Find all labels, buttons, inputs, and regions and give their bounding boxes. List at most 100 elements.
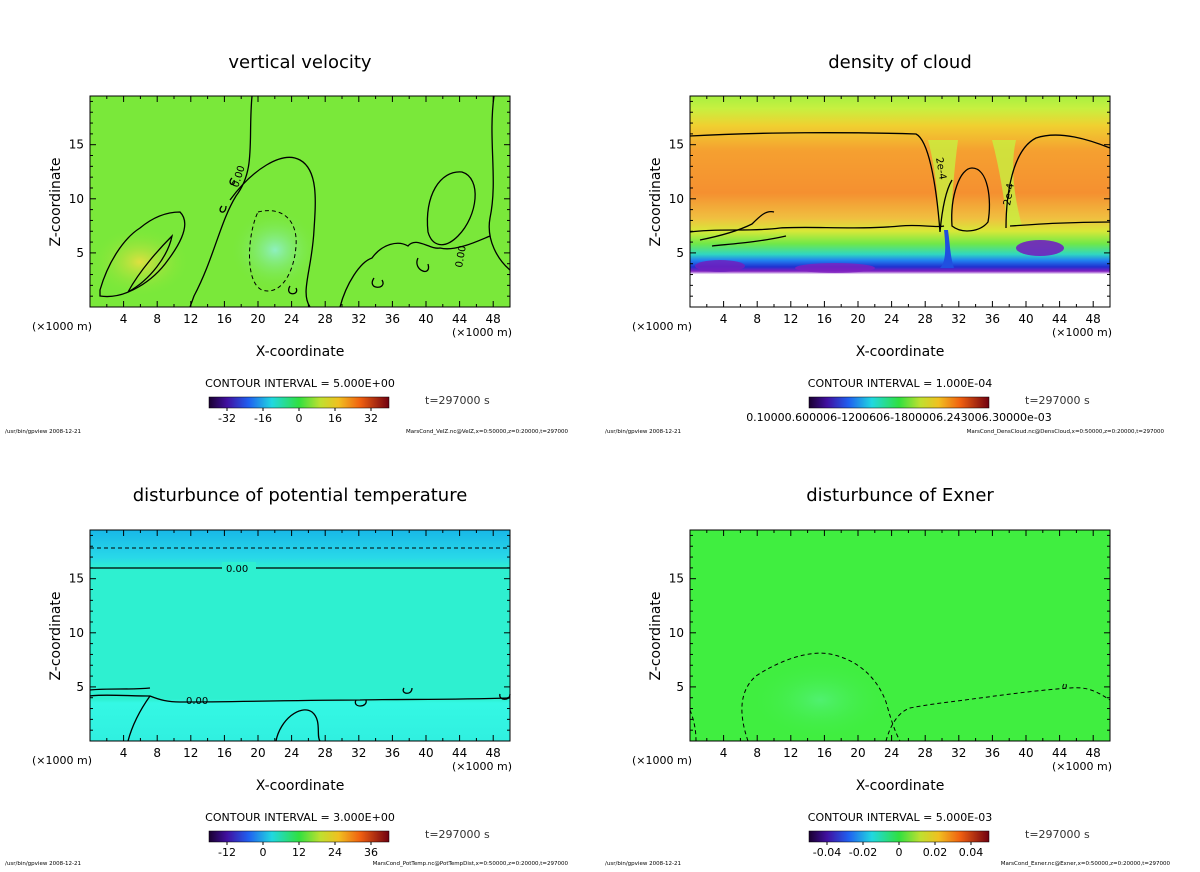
x-unit-right: (×1000 m): [452, 326, 512, 339]
contour-label: 0.00: [186, 696, 208, 707]
x-tick-label: 28: [318, 312, 333, 326]
x-axis-ticks: 4 8 12 16 20 24 28 32 36 40 44 48: [706, 530, 1101, 760]
plot-frame: [89, 95, 511, 308]
colorbar-tick-label: -16: [254, 412, 272, 425]
plot-field: [690, 96, 1110, 307]
x-tick-label: 40: [1018, 746, 1033, 760]
field-gap: [992, 140, 1022, 226]
y-tick-label: 10: [69, 192, 84, 206]
field-anomaly: [750, 660, 890, 740]
x-tick-label: 36: [985, 312, 1000, 326]
x-tick-label: 44: [452, 312, 467, 326]
chart-title: vertical velocity: [228, 52, 372, 73]
contours: [89, 567, 511, 742]
x-tick-label: 24: [884, 312, 899, 326]
contours: [689, 132, 1111, 247]
footer-right: MarsCond_VelZ.nc@VelZ,x=0:50000,z=0:2000…: [406, 429, 569, 435]
colorbar-ticks: -0.04 -0.02 0 0.02 0.04: [813, 842, 983, 859]
y-axis-label: Z-coordinate: [48, 157, 64, 246]
x-tick-label: 32: [351, 746, 366, 760]
field-clear: [690, 275, 1110, 307]
x-tick-label: 48: [1086, 746, 1101, 760]
contour-negative: [249, 210, 297, 292]
x-tick-label: 12: [783, 312, 798, 326]
y-tick-label: 15: [69, 138, 84, 152]
y-tick-label: 10: [669, 192, 684, 206]
colorbar: [808, 396, 990, 409]
x-tick-label: 12: [783, 746, 798, 760]
panel-potential-temperature: disturbunce of potential temperature 0.0…: [5, 485, 568, 867]
x-unit-left: (×1000 m): [632, 320, 692, 333]
contour-label-bg: [222, 562, 256, 574]
x-tick-label: 8: [153, 746, 161, 760]
contours: [689, 652, 1111, 742]
plot-field: [90, 530, 510, 741]
field-background: [90, 530, 510, 741]
x-tick-label: 24: [284, 746, 299, 760]
contours: [99, 95, 511, 308]
plot-field: [690, 530, 1110, 741]
contour-interval: CONTOUR INTERVAL = 5.000E+00: [205, 377, 395, 390]
footer-right: MarsCond_PotTemp.nc@PotTempDist,x=0:5000…: [373, 861, 569, 867]
x-tick-label: 44: [1052, 312, 1067, 326]
footer-right: MarsCond_Exner.nc@Exner,x=0:50000,z=0:20…: [1001, 861, 1171, 867]
x-tick-label: 32: [351, 312, 366, 326]
colorbar-tick-label: 32: [364, 412, 378, 425]
colorbar-tick-labels: 0.10000.600006-1200606-1800006.243006.30…: [746, 411, 1052, 424]
colorbar: [808, 830, 990, 843]
x-tick-label: 8: [753, 746, 761, 760]
colorbar: [208, 396, 390, 409]
x-tick-label: 24: [284, 312, 299, 326]
colorbar-tick-label: 36: [364, 846, 378, 859]
time-label: t=297000 s: [1025, 828, 1090, 841]
y-tick-label: 5: [76, 680, 84, 694]
chart-title: disturbunce of potential temperature: [133, 485, 468, 506]
x-tick-label: 28: [918, 312, 933, 326]
time-label: t=297000 s: [425, 394, 490, 407]
x-tick-label: 16: [217, 746, 232, 760]
x-tick-label: 36: [385, 312, 400, 326]
plot-field: [90, 96, 510, 307]
x-tick-label: 24: [884, 746, 899, 760]
x-axis-label: X-coordinate: [856, 778, 945, 794]
x-axis-label: X-coordinate: [256, 778, 345, 794]
x-tick-label: 8: [153, 312, 161, 326]
colorbar-tick-label: -0.02: [849, 846, 877, 859]
colorbar-tick-label: 0.02: [923, 846, 948, 859]
y-tick-label: 15: [669, 572, 684, 586]
colorbar-tick-label: -32: [218, 412, 236, 425]
colorbar-tick-label: 12: [292, 846, 306, 859]
x-unit-right: (×1000 m): [452, 760, 512, 773]
colorbar-tick-label: 0: [896, 846, 903, 859]
plot-frame: [89, 529, 511, 742]
x-tick-label: 36: [985, 746, 1000, 760]
y-axis-label: Z-coordinate: [48, 591, 64, 680]
chart-title: disturbunce of Exner: [806, 485, 994, 506]
x-tick-label: 4: [120, 746, 128, 760]
x-tick-label: 4: [720, 746, 728, 760]
y-axis-ticks: 5 10 15: [669, 100, 1110, 297]
plot-frame: [689, 95, 1111, 308]
colorbar-tick-label: -0.04: [813, 846, 841, 859]
x-tick-label: 12: [183, 746, 198, 760]
colorbar-ticks: -32 -16 0 16 32: [218, 408, 378, 425]
x-tick-label: 20: [850, 746, 865, 760]
colorbar-tick-label: 16: [328, 412, 342, 425]
field-patch: [695, 260, 745, 272]
x-tick-label: 44: [1052, 746, 1067, 760]
plot-frame: [689, 529, 1111, 742]
chart-title: density of cloud: [828, 52, 972, 73]
x-tick-label: 16: [817, 746, 832, 760]
y-axis-ticks: 5 10 15: [69, 534, 510, 731]
x-tick-label: 44: [452, 746, 467, 760]
y-axis-ticks: 5 10 15: [69, 100, 510, 297]
x-unit-right: (×1000 m): [1052, 326, 1112, 339]
x-axis-ticks: 4 8 12 16 20 24 28 32 36 40 44 48: [106, 96, 501, 326]
colorbar-tick-label: 0.04: [959, 846, 984, 859]
colorbar-tick-label: -12: [218, 846, 236, 859]
contour-label: 0.00: [454, 245, 469, 269]
x-tick-label: 48: [486, 746, 501, 760]
y-tick-label: 5: [676, 246, 684, 260]
x-tick-label: 48: [486, 312, 501, 326]
x-tick-label: 20: [250, 746, 265, 760]
